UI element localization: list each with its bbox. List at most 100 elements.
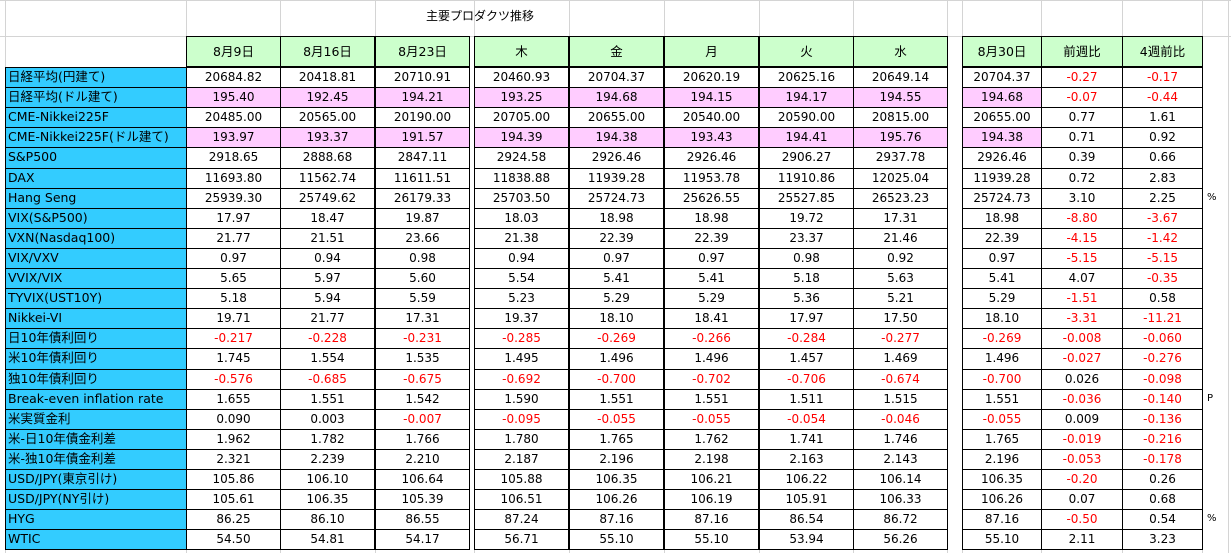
table-cell[interactable]: 2926.46 [962, 147, 1042, 169]
table-cell[interactable]: 54.81 [280, 529, 375, 550]
table-cell[interactable]: 0.26 [1122, 469, 1203, 490]
table-cell[interactable]: 106.26 [962, 489, 1042, 510]
table-cell[interactable]: 2.143 [853, 449, 948, 470]
table-cell[interactable]: 195.40 [186, 87, 281, 108]
table-cell[interactable]: 1.780 [474, 429, 569, 450]
table-cell[interactable]: 25724.73 [962, 188, 1042, 209]
table-cell[interactable]: -0.008 [1041, 328, 1123, 349]
table-cell[interactable]: -11.21 [1122, 308, 1203, 329]
table-cell[interactable]: 0.92 [1122, 127, 1203, 148]
table-cell[interactable]: 56.26 [853, 529, 948, 550]
table-cell[interactable]: -0.07 [1041, 87, 1123, 108]
table-cell[interactable]: 194.15 [664, 87, 759, 108]
table-cell[interactable]: 2.239 [280, 449, 375, 470]
table-cell[interactable]: 19.72 [759, 208, 854, 229]
table-cell[interactable]: -0.046 [853, 409, 948, 430]
table-cell[interactable]: 1.766 [375, 429, 470, 450]
table-cell[interactable]: 194.17 [759, 87, 854, 108]
table-cell[interactable]: 5.18 [186, 288, 281, 309]
table-cell[interactable]: 18.03 [474, 208, 569, 229]
row-label[interactable]: S&P500 [5, 147, 187, 169]
table-cell[interactable]: -0.675 [375, 369, 470, 390]
table-cell[interactable]: 105.88 [474, 469, 569, 490]
table-cell[interactable]: 86.55 [375, 509, 470, 530]
table-cell[interactable]: 25626.55 [664, 188, 759, 209]
table-cell[interactable]: 105.61 [186, 489, 281, 510]
table-cell[interactable]: 1.590 [474, 389, 569, 410]
table-cell[interactable]: 0.92 [853, 248, 948, 269]
column-header[interactable]: 前週比 [1041, 36, 1123, 67]
row-label[interactable]: WTIC [5, 529, 187, 550]
table-cell[interactable]: 5.41 [962, 268, 1042, 289]
table-cell[interactable]: -0.053 [1041, 449, 1123, 470]
table-cell[interactable]: 20460.93 [474, 67, 569, 88]
table-cell[interactable]: 105.91 [759, 489, 854, 510]
table-cell[interactable]: 25749.62 [280, 188, 375, 209]
table-cell[interactable]: -0.702 [664, 369, 759, 390]
table-cell[interactable]: -0.095 [474, 409, 569, 430]
row-label[interactable]: 米実質金利 [5, 409, 187, 430]
table-cell[interactable]: 4.07 [1041, 268, 1123, 289]
table-cell[interactable]: 5.41 [664, 268, 759, 289]
table-cell[interactable]: -0.098 [1122, 369, 1203, 390]
table-cell[interactable]: 55.10 [569, 529, 664, 550]
table-cell[interactable]: 1.495 [474, 348, 569, 370]
table-cell[interactable]: -0.276 [1122, 348, 1203, 370]
table-cell[interactable]: 106.35 [280, 489, 375, 510]
table-cell[interactable]: 21.38 [474, 228, 569, 249]
row-label[interactable]: HYG [5, 509, 187, 530]
table-cell[interactable]: 0.97 [664, 248, 759, 269]
table-cell[interactable]: 18.98 [664, 208, 759, 229]
table-cell[interactable]: -0.055 [962, 409, 1042, 430]
table-cell[interactable]: 192.45 [280, 87, 375, 108]
table-cell[interactable]: 0.58 [1122, 288, 1203, 309]
table-cell[interactable]: 0.98 [375, 248, 470, 269]
table-cell[interactable]: -0.060 [1122, 328, 1203, 349]
table-cell[interactable]: -0.019 [1041, 429, 1123, 450]
table-cell[interactable]: 12025.04 [853, 168, 948, 189]
table-cell[interactable]: -0.055 [569, 409, 664, 430]
row-label[interactable]: 日10年債利回り [5, 328, 187, 349]
table-cell[interactable]: 18.98 [962, 208, 1042, 229]
table-cell[interactable]: 1.745 [186, 348, 281, 370]
table-cell[interactable]: 20625.16 [759, 67, 854, 88]
table-cell[interactable]: 87.16 [569, 509, 664, 530]
table-cell[interactable]: 5.41 [569, 268, 664, 289]
table-cell[interactable]: -0.217 [186, 328, 281, 349]
table-cell[interactable]: 106.26 [569, 489, 664, 510]
table-cell[interactable]: 54.50 [186, 529, 281, 550]
table-cell[interactable]: 19.71 [186, 308, 281, 329]
table-cell[interactable]: 1.496 [569, 348, 664, 370]
table-cell[interactable]: 5.29 [664, 288, 759, 309]
table-cell[interactable]: 2.196 [962, 449, 1042, 470]
table-cell[interactable]: 106.22 [759, 469, 854, 490]
table-cell[interactable]: 1.496 [664, 348, 759, 370]
table-cell[interactable]: 2926.46 [664, 147, 759, 169]
table-cell[interactable]: -3.31 [1041, 308, 1123, 329]
column-header[interactable]: 8月16日 [280, 36, 375, 67]
table-cell[interactable]: 86.72 [853, 509, 948, 530]
row-label[interactable]: VIX(S&P500) [5, 208, 187, 229]
table-cell[interactable]: 87.16 [962, 509, 1042, 530]
table-cell[interactable]: 0.98 [759, 248, 854, 269]
table-cell[interactable]: 0.97 [569, 248, 664, 269]
table-cell[interactable]: -1.42 [1122, 228, 1203, 249]
table-cell[interactable]: 20710.91 [375, 67, 470, 88]
table-cell[interactable]: 5.59 [375, 288, 470, 309]
table-cell[interactable]: -0.706 [759, 369, 854, 390]
row-label[interactable]: VIX/VXV [5, 248, 187, 269]
table-cell[interactable]: 25939.30 [186, 188, 281, 209]
table-cell[interactable]: 54.17 [375, 529, 470, 550]
table-cell[interactable]: 193.37 [280, 127, 375, 148]
row-label[interactable]: 日経平均(ドル建て) [5, 87, 187, 108]
table-cell[interactable]: -0.700 [569, 369, 664, 390]
table-cell[interactable]: -0.685 [280, 369, 375, 390]
table-cell[interactable]: 1.554 [280, 348, 375, 370]
table-cell[interactable]: 11953.78 [664, 168, 759, 189]
row-label[interactable]: 米-独10年債金利差 [5, 449, 187, 470]
column-header[interactable]: 火 [759, 36, 854, 67]
table-cell[interactable]: 2.187 [474, 449, 569, 470]
table-cell[interactable]: 2906.27 [759, 147, 854, 169]
table-cell[interactable]: 2.198 [664, 449, 759, 470]
row-label[interactable]: 米-日10年債金利差 [5, 429, 187, 450]
